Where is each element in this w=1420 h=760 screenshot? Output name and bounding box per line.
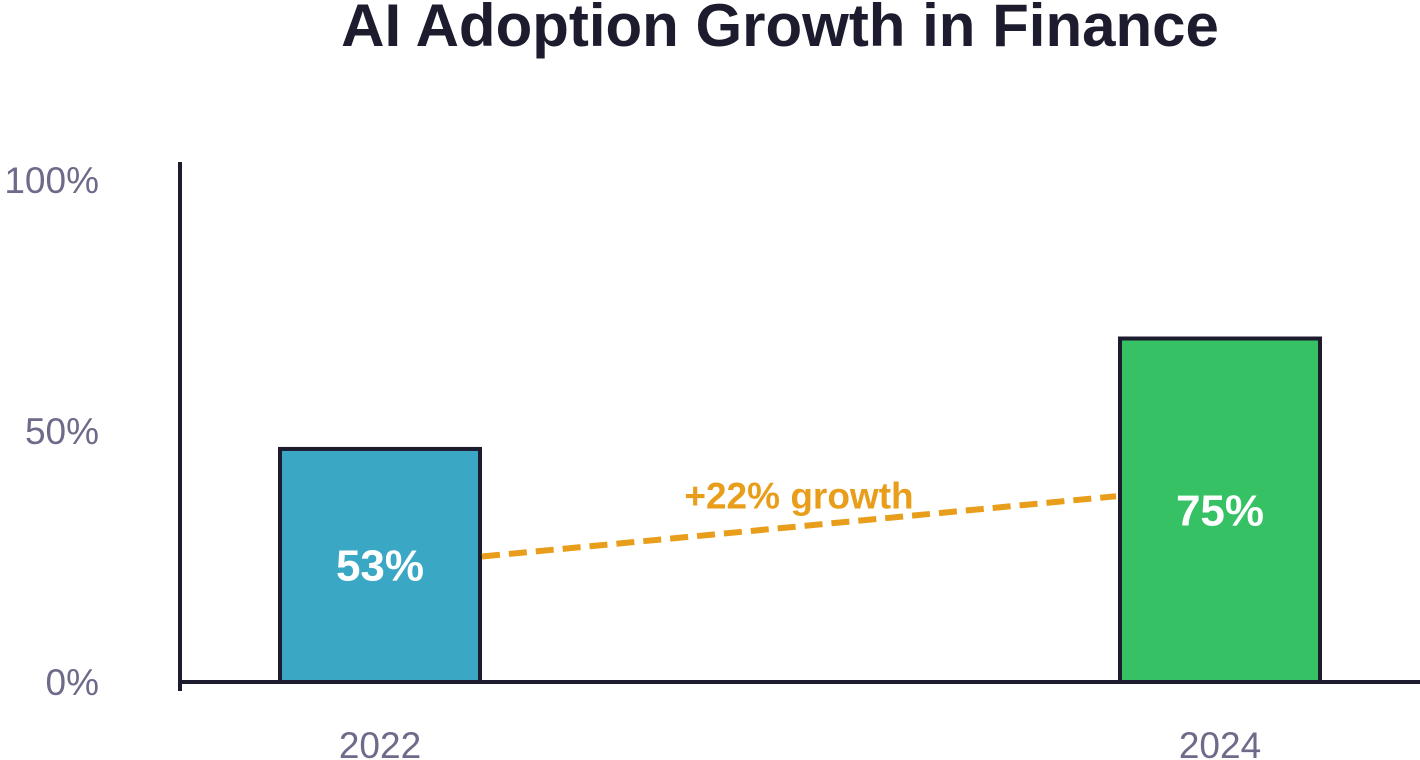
bar-2024 bbox=[1118, 336, 1322, 684]
x-tick-label: 2022 bbox=[339, 725, 421, 760]
y-tick-label: 0% bbox=[46, 662, 99, 703]
y-tick-label: 100% bbox=[4, 160, 99, 201]
growth-annotation-label: +22% growth bbox=[684, 475, 913, 516]
bars: 53% 75% bbox=[278, 336, 1322, 684]
y-tick-label: 50% bbox=[25, 411, 99, 452]
growth-annotation: +22% growth bbox=[481, 475, 1117, 560]
bar-value-label: 75% bbox=[1176, 486, 1264, 535]
y-axis-ticks: 0% 50% 100% bbox=[4, 160, 99, 703]
x-axis-labels: 2022 2024 bbox=[339, 725, 1261, 760]
chart-title: AI Adoption Growth in Finance bbox=[341, 0, 1219, 59]
bar-2022 bbox=[278, 446, 482, 684]
bar-value-label: 53% bbox=[336, 541, 424, 590]
growth-trend-line bbox=[481, 493, 1117, 560]
x-tick-label: 2024 bbox=[1179, 725, 1261, 760]
